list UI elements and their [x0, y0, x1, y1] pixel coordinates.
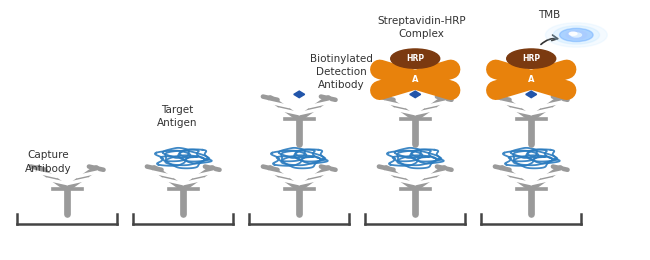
Circle shape [545, 23, 607, 47]
Text: HRP: HRP [406, 54, 424, 63]
Text: TMB: TMB [538, 10, 560, 21]
Circle shape [560, 28, 593, 42]
Circle shape [571, 33, 582, 37]
Text: Streptavidin-HRP
Complex: Streptavidin-HRP Complex [378, 16, 466, 39]
Circle shape [569, 32, 577, 35]
Polygon shape [294, 91, 305, 98]
Circle shape [553, 26, 599, 44]
Circle shape [507, 49, 556, 68]
Text: Target
Antigen: Target Antigen [157, 105, 197, 128]
Polygon shape [526, 91, 537, 98]
Text: A: A [412, 75, 419, 84]
Circle shape [566, 31, 587, 39]
Text: HRP: HRP [522, 54, 540, 63]
Polygon shape [410, 91, 421, 98]
Text: A: A [528, 75, 534, 84]
Circle shape [391, 49, 439, 68]
Text: Biotinylated
Detection
Antibody: Biotinylated Detection Antibody [309, 54, 372, 90]
Text: Capture
Antibody: Capture Antibody [25, 150, 72, 174]
